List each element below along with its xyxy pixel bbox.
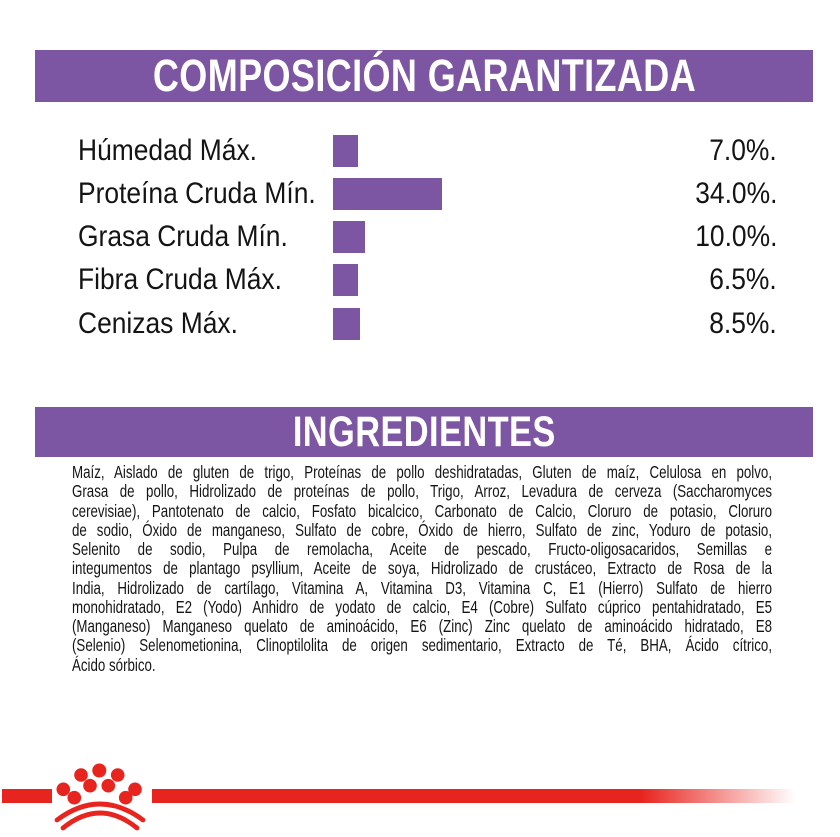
composition-row: Cenizas Máx. 8.5%.: [0, 307, 840, 340]
nutrient-label: Húmedad Máx.: [78, 134, 258, 167]
nutrient-label: Grasa Cruda Mín.: [78, 220, 288, 253]
composition-row: Grasa Cruda Mín. 10.0%.: [0, 220, 840, 253]
ingredients-line: cerevisiae), Pantotenato de calcio, Fosf…: [72, 500, 773, 521]
nutrient-value: 10.0%.: [694, 220, 777, 253]
composition-title: COMPOSICIÓN GARANTIZADA: [152, 50, 696, 101]
nutrient-label: Cenizas Máx.: [78, 307, 238, 340]
composition-row: Proteína Cruda Mín. 34.0%.: [0, 177, 840, 210]
red-rule-left: [2, 789, 52, 803]
ingredients-line: Ácido sórbico.: [72, 654, 156, 675]
ingredients-line: integumentos de plantago psyllium, Aceit…: [72, 558, 773, 579]
ingredients-line: de sodio, Óxido de manganeso, Sulfato de…: [72, 519, 773, 540]
ingredients-line: Selenito de sodio, Pulpa de remolacha, A…: [72, 539, 773, 559]
ingredients-header-bar: INGREDIENTES: [35, 407, 813, 457]
ingredients-line: Maíz, Aislado de gluten de trigo, Proteí…: [72, 462, 773, 482]
nutrient-value: 7.0%.: [709, 134, 777, 167]
nutrient-bar: [333, 135, 358, 167]
ingredients-line: Grasa de pollo, Hidrolizado de proteínas…: [72, 481, 773, 502]
nutrient-value: 8.5%.: [709, 307, 777, 340]
nutrient-value: 6.5%.: [709, 263, 777, 296]
composition-row: Fibra Cruda Máx. 6.5%.: [0, 263, 840, 296]
nutrient-label: Proteína Cruda Mín.: [78, 177, 316, 210]
nutrient-label: Fibra Cruda Máx.: [78, 263, 282, 296]
red-rule-right: [152, 789, 795, 803]
composition-header-bar: COMPOSICIÓN GARANTIZADA: [35, 50, 813, 102]
nutrient-bar: [333, 221, 365, 253]
nutrient-bar: [333, 308, 361, 340]
nutrient-bar: [333, 178, 442, 210]
nutrient-bar: [333, 264, 358, 296]
composition-row: Húmedad Máx. 7.0%.: [0, 134, 840, 167]
ingredients-line: (Manganeso) Manganeso quelato de aminoác…: [72, 616, 773, 636]
nutrient-value: 34.0%.: [694, 177, 777, 210]
ingredients-line: (Selenio) Selenometionina, Clinoptilolit…: [72, 635, 773, 656]
ingredients-line: monohidratado, E2 (Yodo) Anhidro de yoda…: [72, 596, 773, 617]
ingredients-text: Maíz, Aislado de gluten de trigo, Proteí…: [72, 462, 773, 675]
royal-canin-crown-logo: [54, 763, 146, 831]
ingredients-line: India, Hidrolizado de cartílago, Vitamin…: [72, 577, 773, 598]
ingredients-title: INGREDIENTES: [292, 407, 556, 456]
